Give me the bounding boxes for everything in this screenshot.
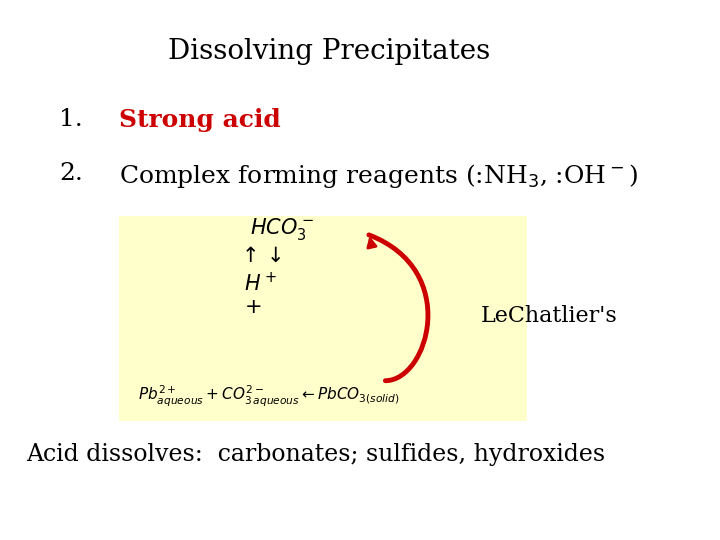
Text: LeChatlier's: LeChatlier's — [481, 305, 618, 327]
Text: Dissolving Precipitates: Dissolving Precipitates — [168, 38, 490, 65]
Text: $Pb^{2+}_{aqueous} + CO^{2-}_{3\,aqueous} \leftarrow PbCO_{3(solid)}$: $Pb^{2+}_{aqueous} + CO^{2-}_{3\,aqueous… — [138, 384, 400, 409]
FancyBboxPatch shape — [119, 216, 527, 421]
Text: Complex forming reagents (:NH$_3$, :OH$^-$): Complex forming reagents (:NH$_3$, :OH$^… — [119, 162, 637, 190]
Text: 1.: 1. — [59, 108, 83, 131]
Text: $+$: $+$ — [244, 298, 261, 318]
Text: $\uparrow\downarrow$: $\uparrow\downarrow$ — [237, 247, 282, 266]
Text: Acid dissolves:  carbonates; sulfides, hydroxides: Acid dissolves: carbonates; sulfides, hy… — [27, 443, 606, 466]
Text: Strong acid: Strong acid — [119, 108, 280, 132]
Text: $H^+$: $H^+$ — [244, 272, 276, 295]
Text: $HCO_3^-$: $HCO_3^-$ — [251, 217, 314, 242]
Text: 2.: 2. — [59, 162, 84, 185]
